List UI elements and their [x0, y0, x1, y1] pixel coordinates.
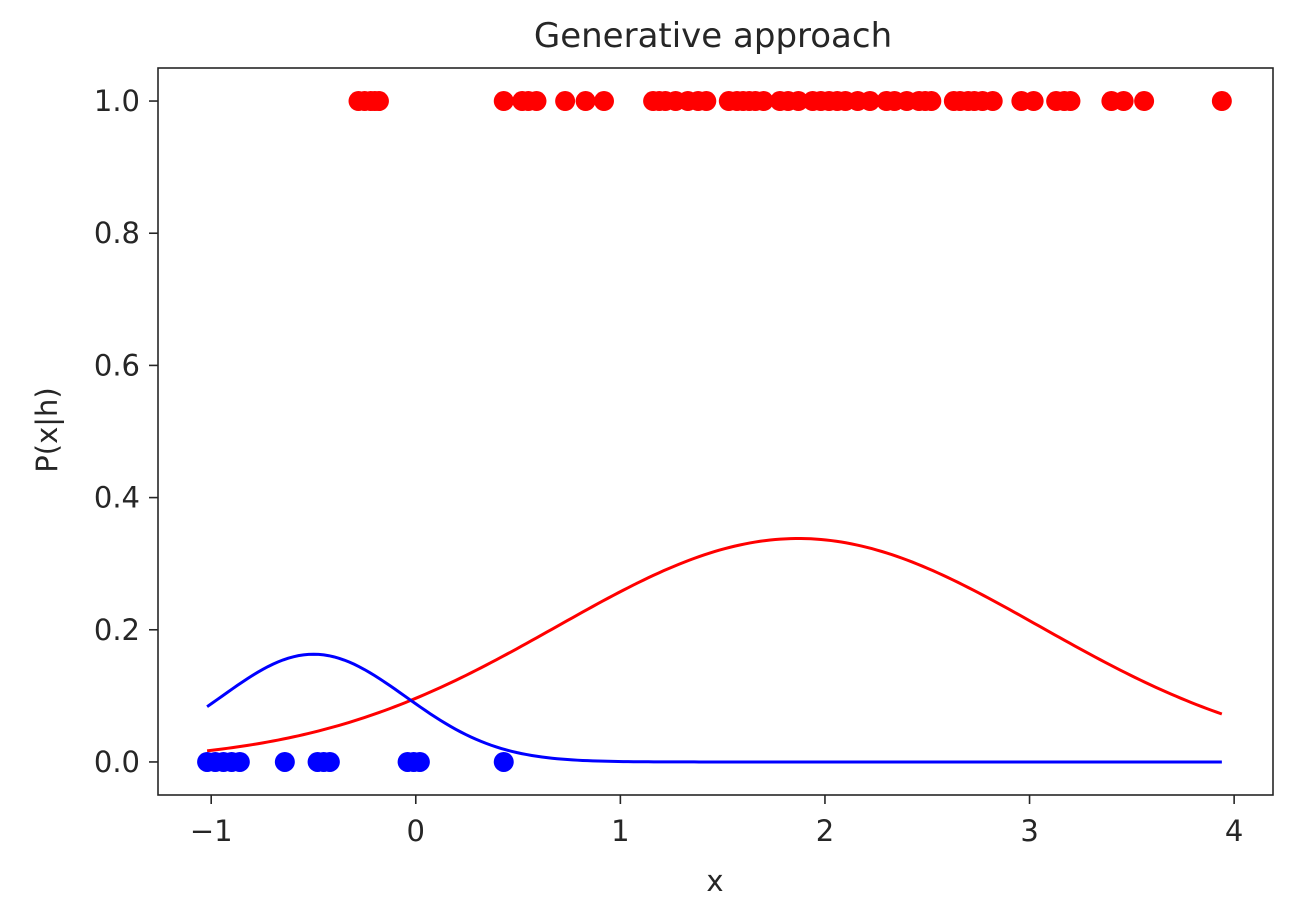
scatter-point-1-11	[409, 751, 430, 772]
x-tick-label-4: 3	[1020, 814, 1038, 848]
scatter-point-0-46	[982, 91, 1003, 112]
y-tick-label-5: 1.0	[94, 84, 140, 118]
density-curve-0	[206, 537, 1223, 753]
scatter-point-0-18	[696, 91, 717, 112]
y-tick-label-2: 0.4	[94, 481, 140, 515]
scatter-point-1-12	[493, 751, 514, 772]
x-tick-label-3: 2	[816, 814, 834, 848]
scatter-point-0-53	[1113, 91, 1134, 112]
scatter-point-0-51	[1060, 91, 1081, 112]
scatter-point-0-48	[1023, 91, 1044, 112]
y-tick-label-0: 0.0	[94, 745, 140, 779]
y-tick-label-1: 0.2	[94, 613, 140, 647]
x-tick-label-0: −1	[190, 814, 233, 848]
scatter-point-0-24	[753, 91, 774, 112]
scatter-point-0-11	[594, 91, 614, 112]
density-curve-1	[206, 652, 1222, 764]
plot-frame	[157, 67, 1274, 796]
scatter-point-1-4	[229, 751, 250, 772]
x-tick-label-1: 0	[407, 814, 425, 848]
x-tick-label-5: 4	[1225, 814, 1243, 848]
scatter-point-0-4	[368, 91, 389, 112]
scatter-point-0-54	[1134, 91, 1155, 112]
scatter-point-0-55	[1211, 91, 1232, 112]
scatter-point-0-27	[788, 91, 809, 112]
y-tick-label-3: 0.6	[94, 348, 140, 382]
chart-title: Generative approach	[534, 16, 892, 56]
y-axis: 0.0 0.2 0.4 0.6 0.8 1.0	[94, 84, 158, 779]
x-tick-label-2: 1	[611, 814, 629, 848]
scatter-point-0-34	[859, 91, 880, 112]
x-axis-label: x	[706, 864, 723, 898]
plot-area	[197, 91, 1232, 772]
scatter-point-0-8	[526, 91, 547, 112]
scatter-point-0-10	[575, 91, 596, 112]
x-axis: −1 0 1 2 3 4	[190, 795, 1243, 848]
scatter-point-0-9	[555, 91, 576, 112]
y-tick-label-4: 0.8	[94, 216, 140, 250]
scatter-point-0-5	[493, 91, 514, 112]
scatter-point-1-8	[319, 751, 340, 772]
scatter-point-1-5	[274, 751, 295, 772]
y-axis-label: P(x|h)	[30, 387, 64, 472]
scatter-point-0-40	[921, 91, 942, 112]
